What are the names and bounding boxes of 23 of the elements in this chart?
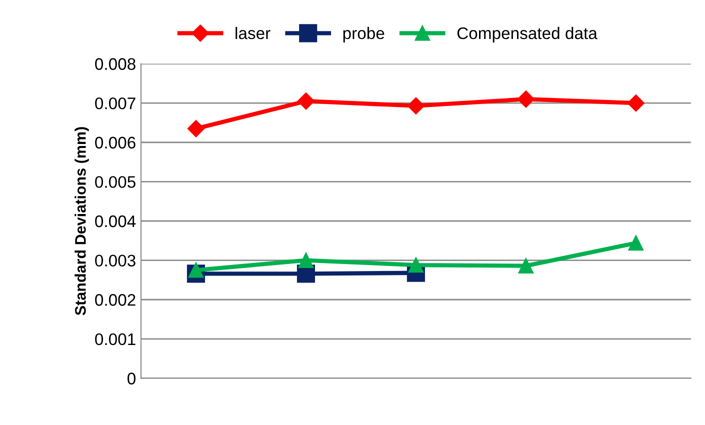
y-axis-title: Standard Deviations (mm): [74, 127, 89, 316]
point: [408, 257, 424, 273]
y-tick-label: 0.002: [95, 294, 136, 306]
y-tick-label: 0.007: [95, 97, 136, 110]
y-tick-label: 0.004: [95, 215, 136, 228]
point: [187, 120, 205, 138]
legend-label: probe: [343, 26, 384, 42]
point: [518, 258, 534, 274]
point: [298, 252, 314, 268]
point: [188, 262, 204, 278]
point: [628, 235, 644, 251]
y-tick-label: 0.001: [95, 333, 136, 346]
point: [297, 92, 315, 110]
point: [627, 94, 644, 112]
legend-label: Compensated data: [457, 26, 598, 42]
y-tick-label: 0: [128, 372, 136, 384]
y-tick-label: 0.006: [95, 136, 136, 149]
y-tick-label: 0.008: [95, 58, 136, 70]
y-tick-label: 0.005: [95, 176, 136, 188]
point: [517, 90, 534, 108]
point: [407, 97, 424, 114]
legend-label: laser: [236, 26, 270, 40]
y-tick-label: 0.003: [95, 254, 136, 267]
